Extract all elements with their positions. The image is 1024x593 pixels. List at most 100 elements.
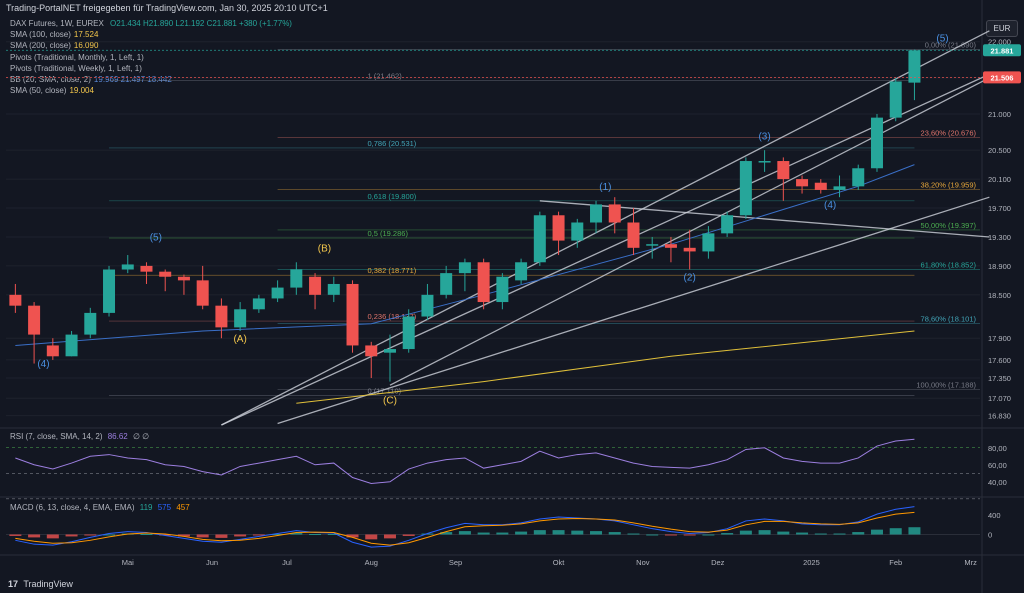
macd-hist-bar bbox=[646, 534, 659, 536]
macd-hist-bar bbox=[496, 532, 509, 535]
macd-hist-bar bbox=[46, 534, 59, 539]
rsi-label: RSI (7, close, SMA, 14, 2) bbox=[10, 432, 103, 441]
elliott-wave-label: (5) bbox=[150, 233, 162, 244]
macd-hist-bar bbox=[796, 532, 809, 535]
time-axis-label: Okt bbox=[553, 558, 566, 567]
legend-bb[interactable]: BB (20, SMA, close, 2) 19.969 21.497 18.4… bbox=[10, 74, 292, 85]
legend-pivots-weekly[interactable]: Pivots (Traditional, Weekly, 1, Left, 1) bbox=[10, 63, 292, 74]
elliott-wave-label: (B) bbox=[318, 243, 331, 254]
fib-level-label: 50,00% (19.397) bbox=[921, 221, 977, 230]
candle-body bbox=[477, 262, 490, 303]
price-tick-label: 19.300 bbox=[988, 233, 1011, 242]
currency-button[interactable]: EUR bbox=[986, 20, 1018, 37]
macd-hist-bar bbox=[721, 533, 734, 535]
trend-line bbox=[277, 196, 990, 425]
elliott-wave-label: (5) bbox=[936, 34, 948, 45]
candle-body bbox=[65, 334, 78, 357]
macd-hist-bar bbox=[833, 533, 846, 535]
candle-body bbox=[664, 244, 677, 248]
macd-hist-bar bbox=[664, 534, 677, 536]
fib-ext-label: 0,236 (18.137) bbox=[368, 312, 417, 321]
elliott-wave-label: (C) bbox=[383, 395, 397, 406]
rsi-tick-label: 80,00 bbox=[988, 444, 1007, 453]
macd-value-signal: 457 bbox=[176, 503, 190, 512]
price-tick-label: 19.700 bbox=[988, 204, 1011, 213]
time-axis-label: Aug bbox=[365, 558, 378, 567]
legend-symbol-row[interactable]: DAX Futures, 1W, EUREX O21.434 H21.890 L… bbox=[10, 18, 292, 29]
legend-pivots-weekly-label: Pivots (Traditional, Weekly, 1, Left, 1) bbox=[10, 63, 142, 73]
time-axis-label: Mai bbox=[122, 558, 134, 567]
macd-hist-bar bbox=[533, 530, 546, 535]
candle-body bbox=[852, 168, 865, 187]
legend-bb-label: BB (20, SMA, close, 2) bbox=[10, 75, 91, 85]
macd-hist-bar bbox=[515, 531, 528, 535]
macd-hist-bar bbox=[402, 534, 415, 536]
fib-ext-label: 0 (17.110) bbox=[368, 386, 402, 395]
macd-hist-bar bbox=[103, 534, 116, 536]
price-tick-label: 17.900 bbox=[988, 334, 1011, 343]
macd-value-line: 575 bbox=[157, 503, 172, 512]
candle-body bbox=[327, 283, 340, 295]
rsi-title[interactable]: RSI (7, close, SMA, 14, 2) 86.62 ∅ ∅ bbox=[10, 432, 149, 441]
time-axis-label: Jul bbox=[282, 558, 292, 567]
macd-signal-line bbox=[15, 511, 915, 546]
legend-sma50[interactable]: SMA (50, close) 19.004 bbox=[10, 85, 292, 96]
macd-value-hist: 119 bbox=[139, 503, 153, 512]
legend-bb-value: 19.969 21.497 18.442 bbox=[93, 75, 172, 85]
candle-body bbox=[608, 204, 621, 223]
legend: DAX Futures, 1W, EUREX O21.434 H21.890 L… bbox=[10, 18, 292, 96]
macd-hist-bar bbox=[346, 534, 359, 538]
candle-body bbox=[103, 269, 116, 313]
macd-hist-bar bbox=[608, 532, 621, 535]
macd-hist-bar bbox=[215, 534, 228, 538]
time-axis-label: Dez bbox=[711, 558, 725, 567]
candle-body bbox=[496, 276, 509, 303]
macd-hist-bar bbox=[65, 534, 78, 537]
macd-hist-bar bbox=[702, 534, 715, 536]
fib-level-label: 38,20% (19.959) bbox=[921, 180, 977, 189]
rsi-tick-label: 60,00 bbox=[988, 461, 1007, 470]
rsi-value: 86.62 bbox=[107, 432, 128, 441]
price-tick-label: 18.900 bbox=[988, 262, 1011, 271]
macd-hist-bar bbox=[458, 531, 471, 535]
macd-line bbox=[15, 506, 915, 548]
price-tick-label: 22.000 bbox=[988, 38, 1011, 47]
macd-hist-bar bbox=[852, 532, 865, 535]
candle-body bbox=[908, 50, 921, 83]
legend-sma100[interactable]: SMA (100, close) 17.524 bbox=[10, 29, 292, 40]
candle-body bbox=[758, 161, 771, 163]
fib-ext-label: 0,5 (19.286) bbox=[368, 229, 409, 238]
candle-body bbox=[590, 204, 603, 223]
rsi-tick-label: 40,00 bbox=[988, 478, 1007, 487]
candle-body bbox=[290, 269, 303, 288]
fib-ext-label: 0,618 (19.800) bbox=[368, 192, 417, 201]
macd-hist-bar bbox=[908, 527, 921, 535]
macd-hist-bar bbox=[327, 534, 340, 536]
macd-hist-bar bbox=[440, 532, 453, 535]
macd-title[interactable]: MACD (6, 13, close, 4, EMA, EMA) 119 575… bbox=[10, 503, 190, 512]
macd-hist-bar bbox=[84, 534, 97, 536]
candle-body bbox=[421, 294, 434, 317]
legend-sma200[interactable]: SMA (200, close) 16.090 bbox=[10, 40, 292, 51]
macd-hist-bar bbox=[9, 534, 22, 536]
candle-body bbox=[84, 312, 97, 335]
candle-body bbox=[121, 264, 134, 270]
candle-body bbox=[440, 273, 453, 295]
trend-line bbox=[221, 73, 990, 426]
legend-pivots-monthly[interactable]: Pivots (Traditional, Monthly, 1, Left, 1… bbox=[10, 52, 292, 63]
sma200-line bbox=[296, 330, 915, 404]
candle-body bbox=[777, 161, 790, 180]
candle-body bbox=[196, 280, 209, 306]
fib-level-label: 23,60% (20.676) bbox=[921, 128, 977, 137]
candle-body bbox=[402, 316, 415, 350]
candle-body bbox=[252, 298, 265, 310]
pivot-price-marker-box bbox=[983, 71, 1021, 84]
macd-hist-bar bbox=[590, 531, 603, 535]
macd-hist-bar bbox=[309, 534, 322, 536]
time-axis-label: Sep bbox=[449, 558, 462, 567]
macd-hist-bar bbox=[28, 534, 41, 538]
tradingview-logo[interactable]: 17 TradingView bbox=[8, 579, 73, 589]
pivot-price-marker-text: 21.506 bbox=[991, 73, 1014, 82]
candle-body bbox=[346, 283, 359, 346]
